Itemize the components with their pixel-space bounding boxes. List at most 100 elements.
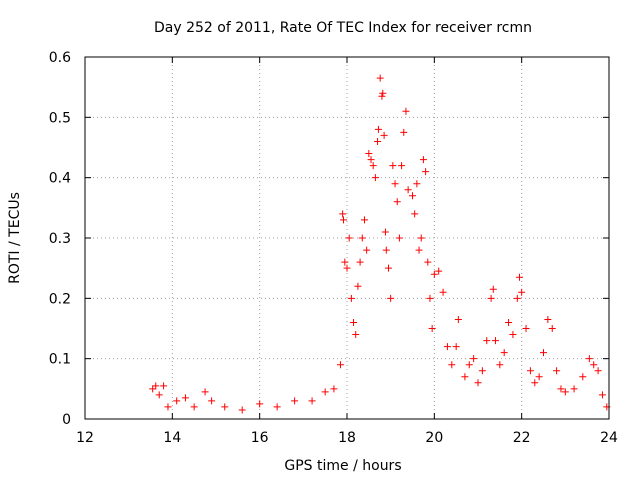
data-point xyxy=(369,162,377,170)
data-point xyxy=(461,373,469,381)
data-point xyxy=(379,89,387,97)
y-tick-label: 0 xyxy=(62,412,71,428)
data-point xyxy=(557,385,565,393)
axis-ticks: 12 14 16 18 20 22 24 0 0.1 0.2 0.3 0.4 0.5 0.6 xyxy=(49,50,618,446)
data-point xyxy=(548,325,556,332)
data-point xyxy=(350,318,358,326)
x-tick-label: 22 xyxy=(513,430,531,446)
data-point xyxy=(474,379,482,387)
y-tick-label: 0.5 xyxy=(49,110,71,126)
x-tick-label: 24 xyxy=(600,430,618,446)
data-point xyxy=(424,258,432,266)
data-point xyxy=(221,403,229,411)
data-point xyxy=(570,385,578,393)
data-point xyxy=(256,400,264,408)
data-point xyxy=(413,180,421,188)
data-point xyxy=(513,294,521,302)
data-point xyxy=(354,282,362,290)
x-tick-label: 16 xyxy=(251,430,269,446)
data-point xyxy=(443,343,451,351)
data-point xyxy=(428,325,436,332)
data-point xyxy=(380,131,388,139)
data-point xyxy=(454,315,462,323)
data-point xyxy=(308,397,316,405)
data-point xyxy=(404,186,412,194)
x-tick-label: 12 xyxy=(76,430,94,446)
data-point xyxy=(585,355,593,363)
data-point xyxy=(400,128,408,136)
data-point xyxy=(201,388,209,396)
data-point xyxy=(422,168,430,176)
data-point xyxy=(435,267,443,275)
data-point xyxy=(402,107,410,115)
data-point xyxy=(531,379,539,387)
data-point xyxy=(152,382,160,390)
data-point xyxy=(515,273,523,281)
data-point xyxy=(496,361,504,369)
data-point xyxy=(553,367,561,375)
data-point xyxy=(336,361,344,369)
data-point xyxy=(561,388,569,396)
data-point xyxy=(470,355,478,363)
data-point xyxy=(417,234,425,242)
data-point xyxy=(149,385,157,393)
data-point xyxy=(518,288,526,296)
data-point xyxy=(352,331,360,339)
grid xyxy=(85,57,609,419)
data-point xyxy=(448,361,456,369)
y-tick-label: 0.3 xyxy=(49,231,71,247)
data-point xyxy=(452,343,460,351)
data-point xyxy=(387,294,395,302)
y-tick-label: 0.2 xyxy=(49,291,71,307)
data-point xyxy=(544,315,552,323)
data-point xyxy=(164,403,172,411)
data-point xyxy=(439,288,447,296)
data-point xyxy=(505,318,513,326)
data-point xyxy=(579,373,587,381)
data-point xyxy=(398,162,406,170)
data-point xyxy=(330,385,338,393)
data-point xyxy=(371,174,379,182)
data-point xyxy=(409,192,416,200)
data-point xyxy=(365,150,373,158)
data-point xyxy=(374,137,382,145)
data-point xyxy=(356,258,364,266)
data-point xyxy=(341,258,349,266)
data-point xyxy=(339,210,347,218)
data-point xyxy=(391,180,399,188)
y-tick-label: 0.6 xyxy=(49,50,71,66)
data-points xyxy=(149,74,611,414)
data-point xyxy=(381,228,389,236)
data-point xyxy=(535,373,543,381)
data-point xyxy=(415,246,423,254)
x-tick-label: 20 xyxy=(425,430,443,446)
data-point xyxy=(376,74,384,82)
x-tick-label: 14 xyxy=(163,430,181,446)
data-point xyxy=(343,264,351,272)
data-point xyxy=(340,216,348,224)
x-axis-label: GPS time / hours xyxy=(284,458,401,474)
data-point xyxy=(384,264,392,272)
data-point xyxy=(478,367,486,375)
data-point xyxy=(540,349,547,357)
data-point xyxy=(426,294,434,302)
chart-title: Day 252 of 2011, Rate Of TEC Index for r… xyxy=(154,20,532,36)
data-point xyxy=(500,349,508,357)
data-point xyxy=(598,391,606,399)
data-point xyxy=(367,156,375,164)
data-point xyxy=(487,294,495,302)
data-point xyxy=(411,210,419,218)
data-point xyxy=(190,403,198,411)
data-point xyxy=(509,331,517,339)
data-point xyxy=(522,325,530,332)
data-point xyxy=(358,234,366,242)
data-point xyxy=(419,156,427,164)
data-point xyxy=(360,216,368,224)
data-point xyxy=(395,234,403,242)
data-point xyxy=(363,246,371,254)
data-point xyxy=(594,367,602,375)
data-point xyxy=(389,162,397,170)
data-point xyxy=(382,246,390,254)
data-point xyxy=(590,361,598,369)
